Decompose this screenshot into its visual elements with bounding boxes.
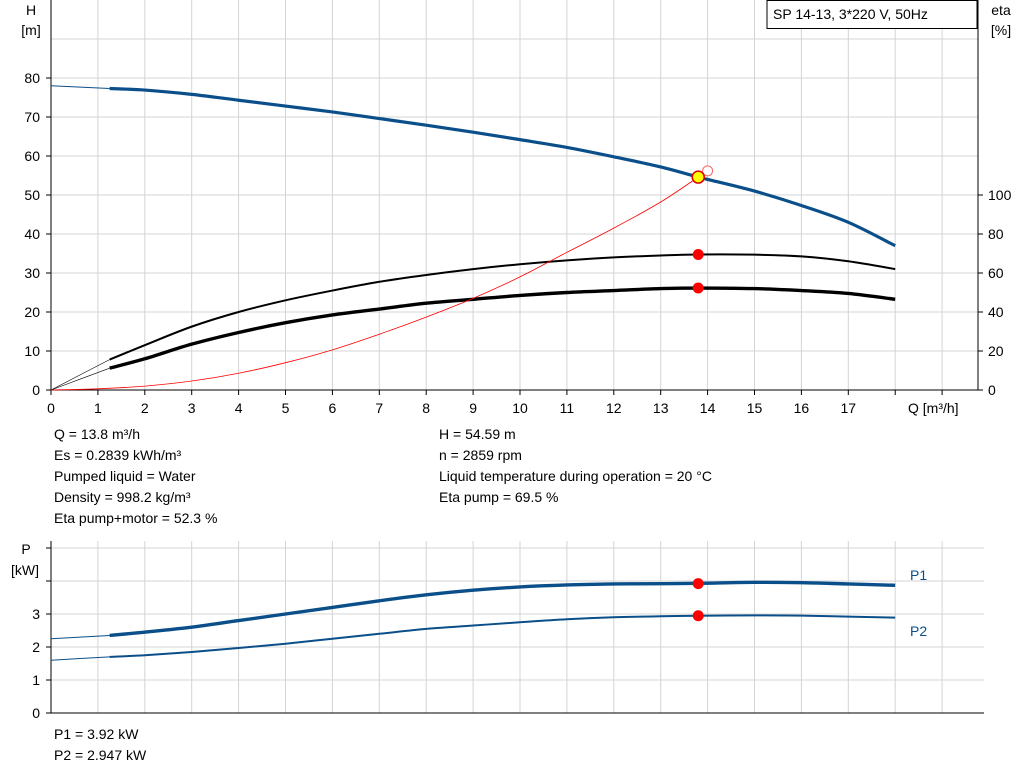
- x-tick-label: 5: [282, 400, 290, 416]
- eta_pump-curve: [109, 253, 896, 361]
- power-curve-P2: [109, 614, 896, 658]
- x-tick-label: 11: [560, 400, 575, 416]
- y-tick-label: 60: [24, 148, 40, 164]
- x-tick-label: 17: [841, 400, 857, 416]
- y2-tick-label: 100: [988, 187, 1012, 203]
- x-tick-label: 1: [94, 400, 102, 416]
- info-p2: P2 = 2.947 kW: [54, 747, 147, 763]
- info-right: H = 54.59 m n = 2859 rpm Liquid temperat…: [439, 424, 712, 508]
- info-eta-pump: Eta pump = 69.5 %: [439, 489, 559, 505]
- y-tick-label: 30: [24, 265, 40, 281]
- series-label-P2: P2: [910, 623, 927, 639]
- p-axis-unit: [kW]: [11, 562, 39, 578]
- p-tick-label: 1: [32, 672, 40, 688]
- p-tick-label: 2: [32, 639, 40, 655]
- info-head: H = 54.59 m: [439, 426, 516, 442]
- y-tick-label: 20: [24, 304, 40, 320]
- power-curve-extension-P1: [50, 634, 110, 640]
- p-axis-label: P: [21, 541, 30, 557]
- x-tick-label: 7: [375, 400, 383, 416]
- eta_pump_motor-curve: [109, 286, 896, 370]
- y2-tick-label: 20: [988, 343, 1004, 359]
- y-axis-label: H: [26, 2, 36, 18]
- info-temperature: Liquid temperature during operation = 20…: [439, 468, 712, 484]
- y-tick-label: 50: [24, 187, 40, 203]
- x-tick-label: 12: [606, 400, 622, 416]
- x-tick-label: 13: [653, 400, 669, 416]
- head-curve: [109, 86, 896, 248]
- y-tick-label: 10: [24, 343, 40, 359]
- info-flow: Q = 13.8 m³/h: [54, 426, 140, 442]
- x-tick-label: 9: [469, 400, 477, 416]
- x-tick-label: 16: [794, 400, 810, 416]
- x-tick-label: 8: [422, 400, 430, 416]
- y2-tick-label: 40: [988, 304, 1004, 320]
- y-tick-label: 0: [32, 382, 40, 398]
- x-axis-label: Q [m³/h]: [908, 400, 959, 416]
- x-tick-label: 2: [141, 400, 149, 416]
- info-energy: Es = 0.2839 kWh/m³: [54, 447, 182, 463]
- eta-point-marker: [692, 248, 704, 260]
- p-tick-label: 0: [32, 705, 40, 721]
- head-curve-extension: [50, 85, 110, 90]
- x-tick-label: 6: [329, 400, 337, 416]
- x-tick-label: 10: [512, 400, 528, 416]
- info-p1: P1 = 3.92 kW: [54, 726, 139, 742]
- y2-tick-label: 80: [988, 226, 1004, 242]
- y2-axis-unit: [%]: [991, 22, 1011, 38]
- power-info: P1 = 3.92 kW P2 = 2.947 kW: [54, 724, 146, 766]
- p-tick-label: 3: [32, 606, 40, 622]
- title-box: [766, 0, 978, 29]
- y-axis-unit: [m]: [21, 22, 40, 38]
- y-tick-label: 40: [24, 226, 40, 242]
- info-speed: n = 2859 rpm: [439, 447, 522, 463]
- power-curve-P1: [109, 580, 896, 638]
- eta_pump-curve-extension: [50, 359, 110, 391]
- x-tick-label: 0: [47, 400, 55, 416]
- power-point-marker: [692, 610, 704, 622]
- y2-tick-label: 0: [988, 382, 996, 398]
- chart-title: SP 14-13, 3*220 V, 50Hz: [773, 6, 928, 22]
- y2-axis-label: eta: [991, 2, 1011, 18]
- x-tick-label: 15: [747, 400, 763, 416]
- info-eta-pump-motor: Eta pump+motor = 52.3 %: [54, 510, 218, 526]
- x-tick-label: 14: [700, 400, 716, 416]
- info-liquid: Pumped liquid = Water: [54, 468, 196, 484]
- power-point-marker: [692, 578, 704, 590]
- y-tick-label: 70: [24, 109, 40, 125]
- requested-point-marker: [702, 165, 714, 177]
- info-left: Q = 13.8 m³/h Es = 0.2839 kWh/m³ Pumped …: [54, 424, 217, 529]
- y-tick-label: 80: [24, 70, 40, 86]
- x-tick-label: 4: [235, 400, 243, 416]
- power-curve-extension-P2: [50, 656, 110, 661]
- system-curve: [50, 176, 699, 391]
- y2-tick-label: 60: [988, 265, 1004, 281]
- eta_pump_motor-curve-extension: [50, 367, 110, 391]
- info-density: Density = 998.2 kg/m³: [54, 489, 191, 505]
- x-tick-label: 3: [188, 400, 196, 416]
- series-label-P1: P1: [910, 567, 927, 583]
- duty-point-marker: [691, 170, 705, 184]
- eta-point-marker: [692, 282, 704, 294]
